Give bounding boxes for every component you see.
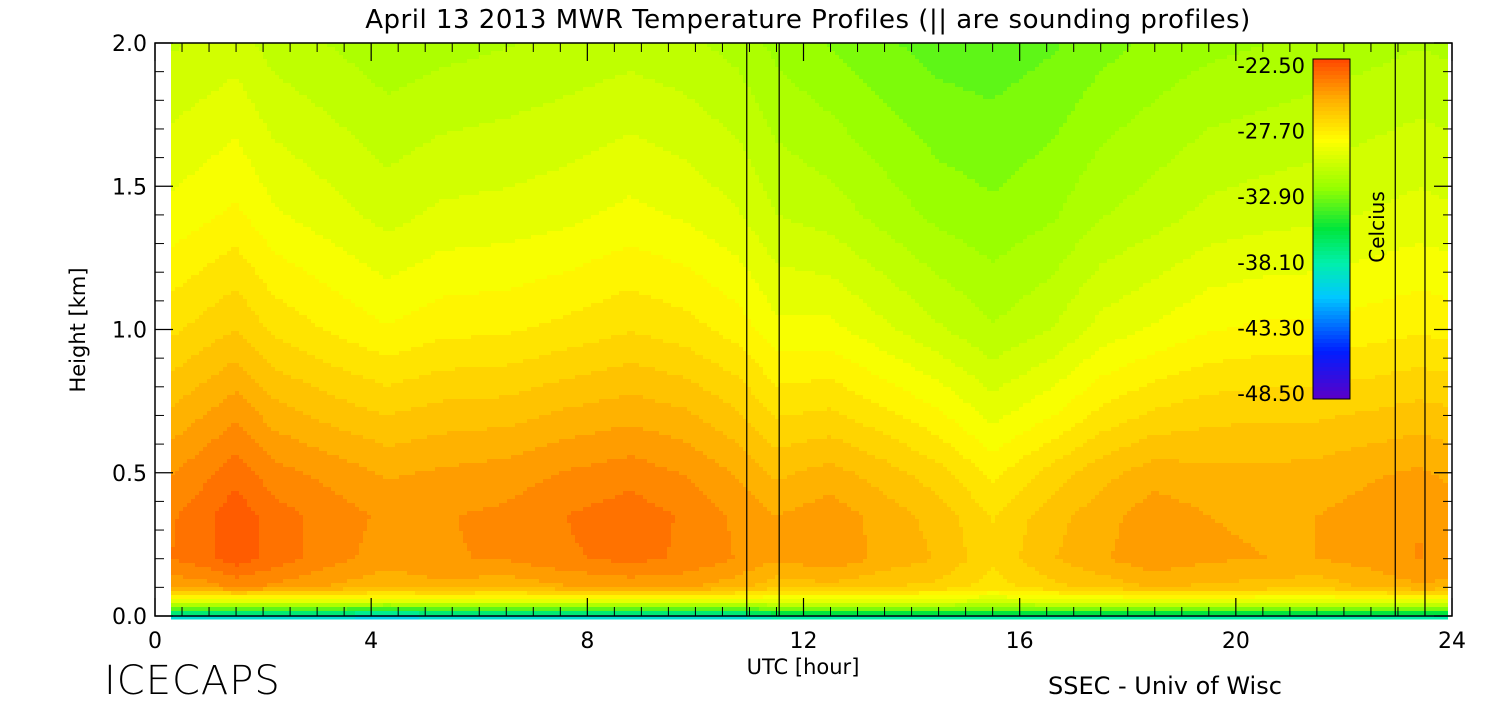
colorbar-tick-label: -48.50 xyxy=(1237,382,1305,406)
icecaps-brand: ICECAPS xyxy=(104,658,281,700)
x-tick-label: 20 xyxy=(1222,629,1250,654)
y-tick-label: 0.0 xyxy=(112,605,147,630)
x-tick-label: 0 xyxy=(148,629,162,654)
x-tick-label: 4 xyxy=(364,629,378,654)
ssec-credit: SSEC - Univ of Wisc xyxy=(1048,672,1282,700)
y-tick-label: 1.5 xyxy=(112,175,147,200)
x-axis-label: UTC [hour] xyxy=(747,655,860,679)
y-tick-label: 0.5 xyxy=(112,462,147,487)
y-axis-label: Height [km] xyxy=(66,267,90,392)
colorbar-label: Celcius xyxy=(1365,191,1389,262)
colorbar-tick-label: -38.10 xyxy=(1237,251,1305,275)
chart-title: April 13 2013 MWR Temperature Profiles (… xyxy=(365,5,1251,35)
colorbar-tick-label: -43.30 xyxy=(1237,316,1305,340)
colorbar-tick-label: -27.70 xyxy=(1237,120,1305,144)
colorbar-tick-label: -22.50 xyxy=(1237,54,1305,78)
x-tick-label: 16 xyxy=(1006,629,1034,654)
colorbar-tick-label: -32.90 xyxy=(1237,185,1305,209)
y-tick-label: 2.0 xyxy=(112,32,147,57)
x-tick-label: 8 xyxy=(580,629,594,654)
x-tick-label: 24 xyxy=(1438,629,1466,654)
y-tick-label: 1.0 xyxy=(112,319,147,344)
x-tick-label: 12 xyxy=(790,629,818,654)
